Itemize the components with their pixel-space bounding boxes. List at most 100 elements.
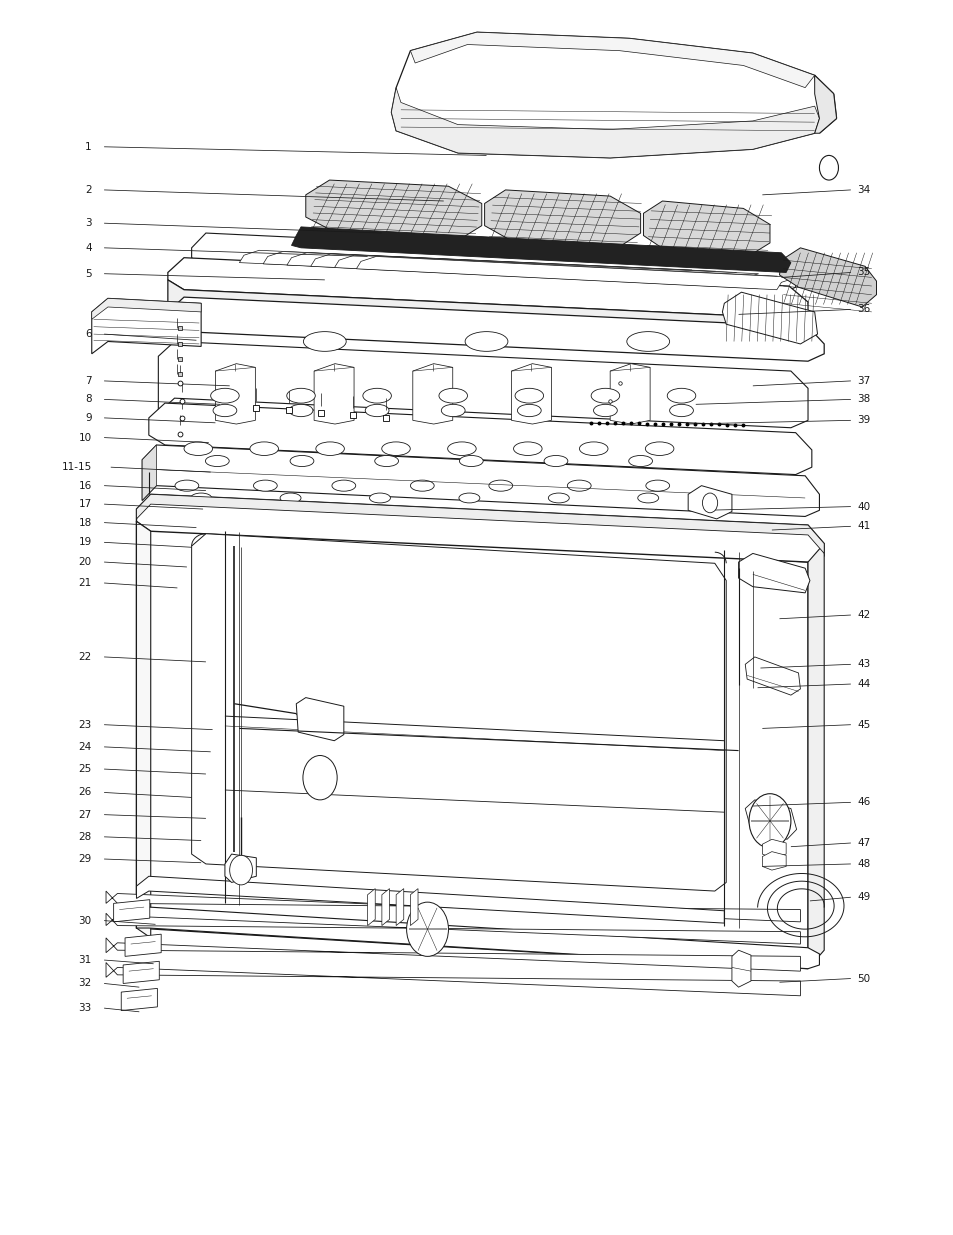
Text: 28: 28 <box>78 832 91 842</box>
Ellipse shape <box>362 388 391 403</box>
Ellipse shape <box>626 332 669 351</box>
Polygon shape <box>731 950 750 987</box>
Polygon shape <box>287 253 736 285</box>
Ellipse shape <box>184 442 213 456</box>
Circle shape <box>819 156 838 180</box>
Text: 7: 7 <box>85 375 91 385</box>
Text: 39: 39 <box>857 415 870 425</box>
Text: 38: 38 <box>857 394 870 404</box>
Text: 19: 19 <box>78 537 91 547</box>
Polygon shape <box>158 342 807 427</box>
Polygon shape <box>106 892 800 921</box>
Ellipse shape <box>280 493 301 503</box>
Text: 35: 35 <box>857 268 870 278</box>
Ellipse shape <box>290 456 314 467</box>
Ellipse shape <box>287 388 314 403</box>
Polygon shape <box>413 363 453 424</box>
Polygon shape <box>761 840 785 858</box>
Text: 16: 16 <box>78 480 91 490</box>
Polygon shape <box>168 298 823 361</box>
Ellipse shape <box>438 388 467 403</box>
Polygon shape <box>744 800 796 840</box>
Text: 3: 3 <box>85 219 91 228</box>
Polygon shape <box>136 521 807 968</box>
Text: 46: 46 <box>857 798 870 808</box>
Polygon shape <box>91 299 201 320</box>
Polygon shape <box>779 248 876 308</box>
Text: 1: 1 <box>85 142 91 152</box>
Ellipse shape <box>381 442 410 456</box>
Polygon shape <box>225 855 256 883</box>
Ellipse shape <box>638 493 658 503</box>
Text: 24: 24 <box>78 742 91 752</box>
Polygon shape <box>136 906 819 968</box>
Circle shape <box>748 794 790 848</box>
Text: 49: 49 <box>857 892 870 903</box>
Polygon shape <box>738 553 809 593</box>
Ellipse shape <box>591 388 619 403</box>
Text: 45: 45 <box>857 720 870 730</box>
Ellipse shape <box>593 404 617 416</box>
Text: 31: 31 <box>78 955 91 965</box>
Text: 2: 2 <box>85 185 91 195</box>
Ellipse shape <box>332 480 355 492</box>
Circle shape <box>406 902 448 956</box>
Text: 42: 42 <box>857 610 870 620</box>
Ellipse shape <box>447 442 476 456</box>
Ellipse shape <box>205 456 229 467</box>
Polygon shape <box>410 889 417 925</box>
Text: 17: 17 <box>78 499 91 509</box>
Ellipse shape <box>315 442 344 456</box>
Ellipse shape <box>543 456 567 467</box>
Text: 5: 5 <box>85 269 91 279</box>
Polygon shape <box>335 256 777 289</box>
Polygon shape <box>814 75 836 133</box>
Text: 33: 33 <box>78 1003 91 1013</box>
Polygon shape <box>511 363 551 424</box>
Circle shape <box>230 856 253 885</box>
Ellipse shape <box>250 442 278 456</box>
Ellipse shape <box>375 456 398 467</box>
Text: 21: 21 <box>78 578 91 588</box>
Polygon shape <box>192 534 725 892</box>
Polygon shape <box>106 962 800 995</box>
Polygon shape <box>311 254 758 287</box>
Polygon shape <box>263 252 715 284</box>
Polygon shape <box>123 961 159 983</box>
Text: 18: 18 <box>78 517 91 527</box>
Polygon shape <box>168 280 807 351</box>
Polygon shape <box>296 698 343 741</box>
Text: 29: 29 <box>78 855 91 864</box>
Polygon shape <box>106 937 800 971</box>
Polygon shape <box>142 445 819 516</box>
Ellipse shape <box>488 480 512 492</box>
Ellipse shape <box>441 404 465 416</box>
Text: 10: 10 <box>78 432 91 442</box>
Polygon shape <box>395 889 403 925</box>
Text: 41: 41 <box>857 521 870 531</box>
Ellipse shape <box>666 388 695 403</box>
Text: 9: 9 <box>85 412 91 422</box>
Polygon shape <box>113 899 150 921</box>
Polygon shape <box>484 190 639 248</box>
Polygon shape <box>744 657 800 695</box>
Polygon shape <box>761 852 785 871</box>
Text: 11-15: 11-15 <box>61 462 91 472</box>
Ellipse shape <box>578 442 607 456</box>
Ellipse shape <box>365 404 389 416</box>
Ellipse shape <box>669 404 693 416</box>
Ellipse shape <box>253 480 277 492</box>
Polygon shape <box>306 180 481 241</box>
Polygon shape <box>642 201 769 257</box>
Text: 48: 48 <box>857 860 870 869</box>
Text: 34: 34 <box>857 185 870 195</box>
Polygon shape <box>807 543 823 968</box>
Text: 47: 47 <box>857 839 870 848</box>
Ellipse shape <box>644 442 673 456</box>
Circle shape <box>303 756 336 800</box>
Polygon shape <box>142 445 156 500</box>
Ellipse shape <box>458 493 479 503</box>
Text: 8: 8 <box>85 394 91 404</box>
Ellipse shape <box>517 404 540 416</box>
Polygon shape <box>367 889 375 925</box>
